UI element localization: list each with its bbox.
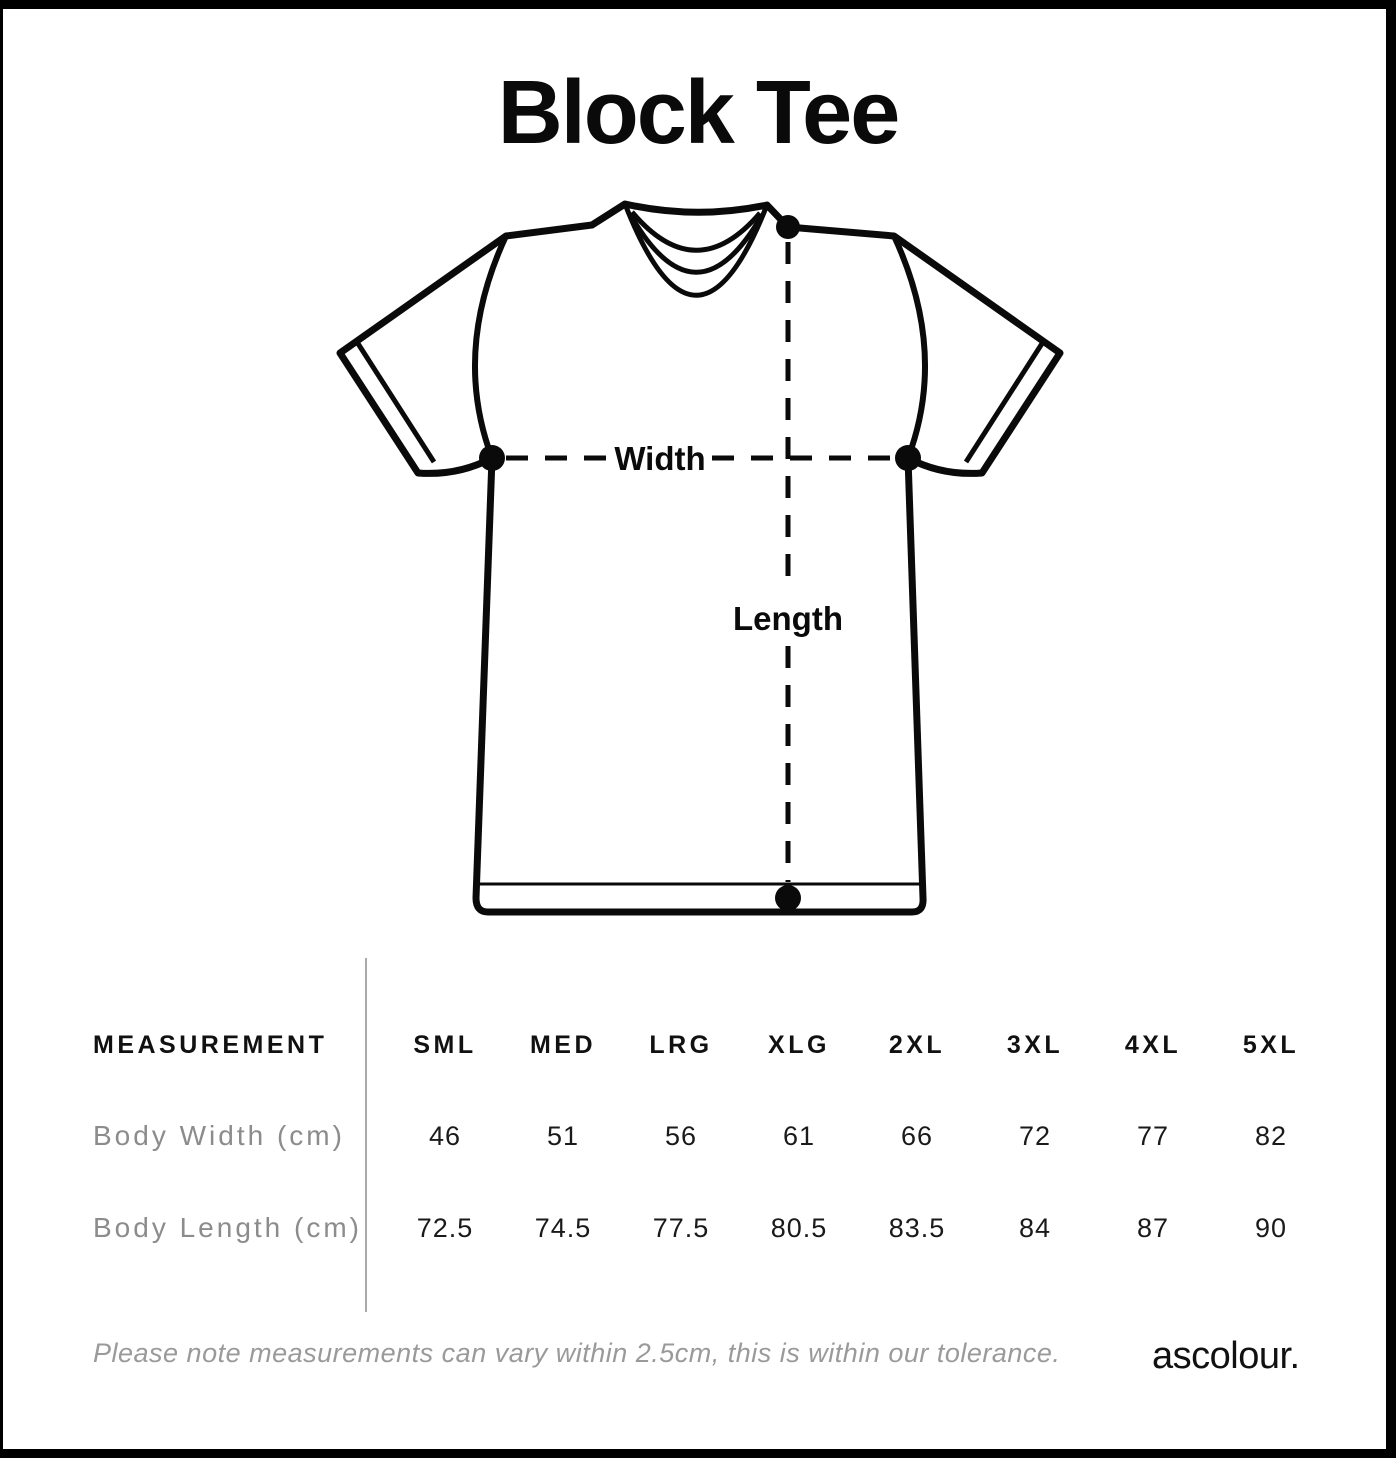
left-cuff-seam bbox=[354, 340, 437, 464]
left-armhole-seam bbox=[471, 234, 509, 460]
width-label: Width bbox=[614, 440, 705, 477]
frame-border-left bbox=[0, 0, 3, 1458]
size-column-xlg: XLG bbox=[768, 1030, 830, 1059]
size-column-5xl: 5XL bbox=[1242, 1030, 1300, 1059]
right-armpit-dot bbox=[895, 445, 921, 471]
body-length-5xl: 90 bbox=[1254, 1212, 1288, 1243]
table-header-measurement: MEASUREMENT bbox=[93, 1030, 328, 1059]
collar-outer-arc bbox=[622, 203, 770, 298]
body-length-lrg: 77.5 bbox=[652, 1212, 710, 1243]
collar-inner-arc-lower bbox=[627, 212, 765, 275]
size-table: MEASUREMENT SML MED LRG XLG 2XL 3XL 4XL … bbox=[60, 1000, 1330, 1274]
body-width-sml: 46 bbox=[428, 1120, 462, 1151]
tolerance-note: Please note measurements can vary within… bbox=[93, 1338, 1061, 1368]
page-title: Block Tee bbox=[497, 63, 901, 163]
hem-point-dot bbox=[775, 885, 801, 911]
body-width-xlg: 61 bbox=[782, 1120, 816, 1151]
right-armhole-seam bbox=[891, 234, 929, 460]
left-armpit-dot bbox=[479, 445, 505, 471]
length-label: Length bbox=[733, 600, 843, 637]
size-column-2xl: 2XL bbox=[888, 1030, 946, 1059]
frame-border-top bbox=[0, 0, 1396, 9]
shoulder-point-dot bbox=[776, 215, 800, 239]
body-length-3xl: 84 bbox=[1018, 1212, 1052, 1243]
brand-logo: ascolour. bbox=[1152, 1335, 1300, 1377]
body-width-lrg: 56 bbox=[664, 1120, 698, 1151]
frame-border-bottom bbox=[0, 1449, 1396, 1458]
body-length-med: 74.5 bbox=[534, 1212, 592, 1243]
size-column-sml: SML bbox=[413, 1030, 477, 1059]
collar-inner-arc-upper bbox=[630, 210, 762, 253]
body-width-5xl: 82 bbox=[1254, 1120, 1288, 1151]
body-length-2xl: 83.5 bbox=[888, 1212, 946, 1243]
row-label-body-length: Body Length (cm) bbox=[93, 1212, 362, 1243]
body-length-xlg: 80.5 bbox=[770, 1212, 828, 1243]
body-width-2xl: 66 bbox=[900, 1120, 934, 1151]
body-length-4xl: 87 bbox=[1136, 1212, 1170, 1243]
body-width-3xl: 72 bbox=[1018, 1120, 1052, 1151]
body-length-sml: 72.5 bbox=[416, 1212, 474, 1243]
tshirt-measurement-diagram: Width Length bbox=[336, 200, 1064, 916]
size-column-4xl: 4XL bbox=[1124, 1030, 1182, 1059]
right-cuff-seam bbox=[963, 340, 1046, 464]
size-column-med: MED bbox=[529, 1030, 597, 1059]
size-column-3xl: 3XL bbox=[1006, 1030, 1064, 1059]
frame-border-right bbox=[1386, 0, 1396, 1458]
size-column-lrg: LRG bbox=[649, 1030, 713, 1059]
tshirt-outline bbox=[336, 200, 1064, 916]
row-label-body-width: Body Width (cm) bbox=[93, 1120, 345, 1151]
body-width-4xl: 77 bbox=[1136, 1120, 1170, 1151]
body-width-med: 51 bbox=[546, 1120, 580, 1151]
table-divider-line bbox=[365, 958, 367, 1312]
